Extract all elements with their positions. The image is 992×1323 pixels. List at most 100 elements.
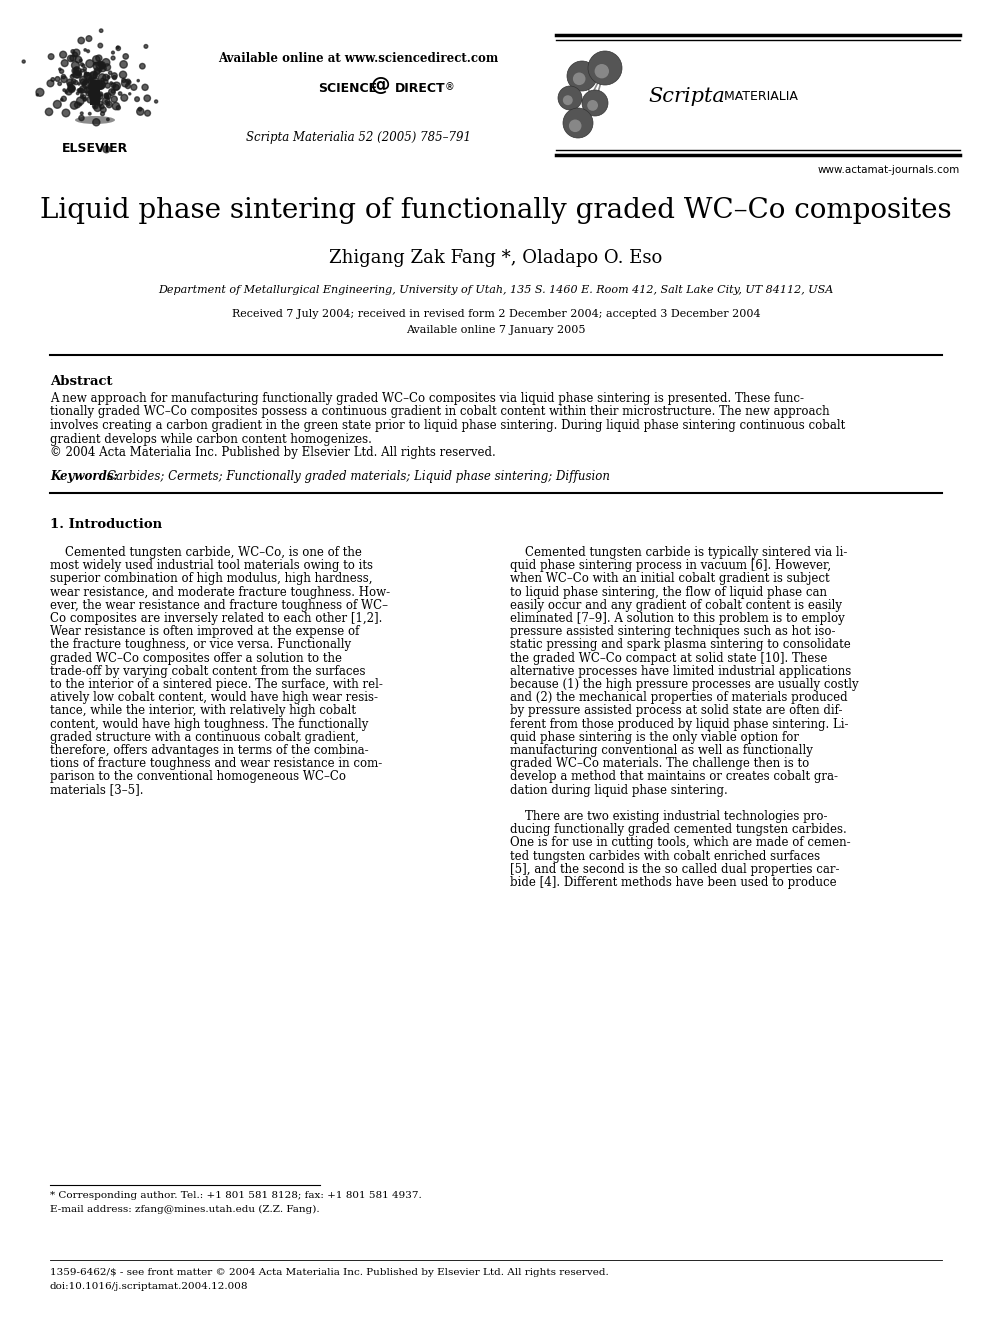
Circle shape (98, 93, 103, 97)
Circle shape (96, 61, 104, 69)
Circle shape (62, 60, 68, 66)
Circle shape (106, 118, 109, 120)
Circle shape (99, 29, 103, 32)
Circle shape (84, 49, 86, 52)
Circle shape (76, 97, 84, 105)
Circle shape (113, 82, 120, 90)
Circle shape (87, 78, 93, 83)
Circle shape (155, 101, 158, 103)
Circle shape (101, 78, 104, 82)
Circle shape (60, 69, 63, 73)
Circle shape (86, 36, 92, 41)
Circle shape (89, 73, 96, 79)
Circle shape (558, 86, 582, 110)
Text: tance, while the interior, with relatively high cobalt: tance, while the interior, with relative… (50, 704, 356, 717)
Text: Scripta Materialia 52 (2005) 785–791: Scripta Materialia 52 (2005) 785–791 (245, 131, 470, 143)
Circle shape (92, 94, 100, 102)
Circle shape (135, 97, 140, 102)
Circle shape (77, 83, 80, 85)
Text: Cemented tungsten carbide, WC–Co, is one of the: Cemented tungsten carbide, WC–Co, is one… (50, 546, 362, 560)
Circle shape (122, 78, 126, 82)
Circle shape (65, 89, 72, 95)
Circle shape (92, 78, 98, 85)
Circle shape (84, 70, 86, 73)
Circle shape (96, 82, 105, 90)
Text: graded WC–Co materials. The challenge then is to: graded WC–Co materials. The challenge th… (510, 757, 809, 770)
Text: atively low cobalt content, would have high wear resis-: atively low cobalt content, would have h… (50, 691, 378, 704)
Circle shape (104, 93, 111, 99)
Circle shape (121, 79, 129, 87)
Circle shape (99, 105, 104, 108)
Circle shape (97, 83, 103, 89)
Text: @: @ (370, 75, 390, 94)
Circle shape (98, 82, 103, 87)
Text: gradient develops while carbon content homogenizes.: gradient develops while carbon content h… (50, 433, 372, 446)
Circle shape (22, 60, 25, 64)
Text: www.actamat-journals.com: www.actamat-journals.com (817, 165, 960, 175)
Circle shape (88, 85, 92, 89)
Circle shape (90, 71, 97, 78)
Circle shape (103, 146, 110, 152)
Circle shape (72, 52, 77, 57)
Circle shape (582, 90, 608, 116)
Circle shape (61, 99, 63, 101)
Circle shape (71, 74, 73, 77)
Circle shape (46, 108, 53, 115)
Circle shape (126, 79, 130, 83)
Text: ®: ® (445, 82, 454, 93)
Circle shape (78, 115, 84, 120)
Circle shape (567, 61, 597, 91)
Circle shape (65, 91, 67, 94)
Circle shape (94, 105, 101, 111)
Text: E-mail address: zfang@mines.utah.edu (Z.Z. Fang).: E-mail address: zfang@mines.utah.edu (Z.… (50, 1205, 319, 1215)
Circle shape (79, 90, 81, 93)
Circle shape (99, 70, 101, 71)
Circle shape (106, 102, 112, 107)
Circle shape (74, 70, 81, 78)
Circle shape (83, 97, 86, 101)
Circle shape (82, 82, 86, 86)
Circle shape (62, 97, 66, 102)
Circle shape (112, 102, 120, 110)
Text: to the interior of a sintered piece. The surface, with rel-: to the interior of a sintered piece. The… (50, 677, 383, 691)
Text: eliminated [7–9]. A solution to this problem is to employ: eliminated [7–9]. A solution to this pro… (510, 613, 845, 624)
Text: materials [3–5].: materials [3–5]. (50, 783, 144, 796)
Circle shape (95, 90, 99, 94)
Circle shape (83, 67, 86, 70)
Circle shape (144, 95, 151, 102)
Circle shape (82, 95, 85, 98)
Text: involves creating a carbon gradient in the green state prior to liquid phase sin: involves creating a carbon gradient in t… (50, 419, 845, 433)
Circle shape (102, 97, 110, 105)
Circle shape (111, 97, 117, 102)
Circle shape (111, 56, 115, 60)
Text: graded structure with a continuous cobalt gradient,: graded structure with a continuous cobal… (50, 730, 359, 744)
Text: MATERIALIA: MATERIALIA (720, 90, 798, 103)
Text: Received 7 July 2004; received in revised form 2 December 2004; accepted 3 Decem: Received 7 July 2004; received in revise… (232, 310, 760, 319)
Circle shape (106, 97, 109, 99)
Circle shape (116, 46, 119, 49)
Text: Wear resistance is often improved at the expense of: Wear resistance is often improved at the… (50, 626, 359, 638)
Circle shape (116, 46, 120, 50)
Text: develop a method that maintains or creates cobalt gra-: develop a method that maintains or creat… (510, 770, 838, 783)
Circle shape (86, 50, 89, 53)
Circle shape (84, 81, 87, 82)
Text: content, would have high toughness. The functionally: content, would have high toughness. The … (50, 717, 368, 730)
Text: manufacturing conventional as well as functionally: manufacturing conventional as well as fu… (510, 744, 812, 757)
Circle shape (69, 85, 72, 87)
Circle shape (110, 82, 112, 85)
Circle shape (100, 112, 104, 115)
Circle shape (73, 81, 78, 85)
Text: * Corresponding author. Tel.: +1 801 581 8128; fax: +1 801 581 4937.: * Corresponding author. Tel.: +1 801 581… (50, 1191, 422, 1200)
Circle shape (100, 107, 106, 112)
Circle shape (49, 54, 54, 60)
Circle shape (104, 64, 110, 70)
Circle shape (92, 79, 96, 85)
Circle shape (59, 67, 62, 70)
Text: Liquid phase sintering of functionally graded WC–Co composites: Liquid phase sintering of functionally g… (41, 197, 951, 224)
Circle shape (99, 94, 101, 97)
Text: pressure assisted sintering techniques such as hot iso-: pressure assisted sintering techniques s… (510, 626, 835, 638)
Circle shape (62, 74, 65, 78)
Circle shape (74, 102, 80, 107)
Circle shape (137, 79, 139, 82)
Text: trade-off by varying cobalt content from the surfaces: trade-off by varying cobalt content from… (50, 664, 365, 677)
